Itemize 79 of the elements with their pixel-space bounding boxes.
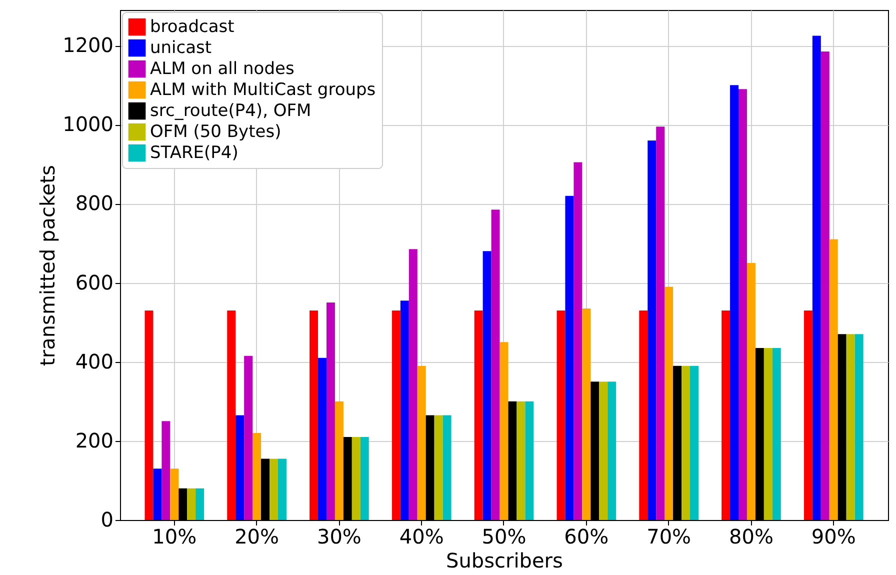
bar [170, 468, 179, 520]
bar [804, 310, 812, 520]
x-tick-label: 20% [234, 524, 280, 548]
bar [690, 366, 698, 520]
bar [326, 302, 335, 520]
bar [310, 310, 318, 520]
legend-label: ALM on all nodes [150, 59, 294, 79]
x-tick-label: 90% [811, 524, 856, 548]
bar [525, 401, 534, 520]
bar [648, 140, 656, 520]
bar [820, 52, 830, 520]
y-tick-label: 200 [75, 428, 114, 452]
bar [144, 310, 154, 520]
bar [270, 458, 278, 520]
bar [482, 251, 492, 520]
bar [400, 300, 409, 520]
legend-label: unicast [150, 38, 212, 58]
bar [318, 358, 326, 520]
y-tick-label: 1200 [62, 33, 114, 58]
bar [334, 401, 344, 520]
legend-label: OFM (50 Bytes) [150, 122, 282, 142]
bar [500, 342, 508, 520]
bar [639, 310, 648, 520]
bar [730, 85, 738, 520]
bar [846, 334, 855, 520]
x-axis-title: Subscribers [446, 548, 563, 572]
x-tick-label: 30% [316, 524, 362, 548]
bar [352, 436, 360, 520]
y-tick-label: 400 [75, 349, 114, 374]
bar [417, 366, 426, 520]
legend-label: src_route(P4), OFM [150, 101, 312, 121]
bar [582, 308, 591, 520]
bar [153, 468, 162, 520]
y-axis-title: transmitted packets [36, 165, 60, 366]
x-tick-label: 40% [399, 524, 444, 548]
legend-label: ALM with MultiCast groups [150, 80, 376, 100]
y-tick-label: 0 [100, 508, 114, 532]
bar [491, 210, 500, 520]
x-tick-label: 60% [564, 524, 609, 548]
bar [574, 162, 582, 520]
y-tick-label: 800 [75, 191, 114, 216]
x-tick-label: 70% [646, 524, 692, 548]
y-tick-label: 1000 [62, 112, 114, 136]
x-tick-label: 10% [152, 524, 197, 548]
bar [565, 196, 574, 520]
bar [516, 401, 526, 520]
bar [722, 310, 730, 520]
bar [599, 382, 608, 520]
bar [236, 415, 244, 520]
legend-label: STARE(P4) [150, 143, 238, 163]
bar [474, 310, 483, 520]
bar [227, 310, 236, 520]
bar [854, 334, 864, 520]
bar [187, 488, 196, 520]
legend-label: broadcast [150, 17, 235, 37]
bar [360, 436, 369, 520]
bar [738, 89, 747, 520]
x-tick-label: 50% [482, 524, 526, 548]
bar [664, 286, 674, 520]
bar [829, 239, 838, 520]
bar [244, 356, 253, 520]
y-tick-label: 600 [75, 270, 114, 294]
bar [278, 458, 286, 520]
bar [392, 310, 400, 520]
bar [656, 126, 665, 520]
bar [608, 382, 616, 520]
bar [162, 421, 170, 520]
bar [746, 263, 756, 520]
bar [408, 249, 418, 520]
bar [682, 366, 690, 520]
bar [772, 348, 781, 520]
bar [196, 488, 204, 520]
bar [812, 36, 821, 520]
bar [764, 348, 772, 520]
bar [442, 415, 452, 520]
bar [252, 433, 262, 520]
x-tick-label: 80% [728, 524, 774, 548]
bar [556, 310, 566, 520]
bar [434, 415, 443, 520]
